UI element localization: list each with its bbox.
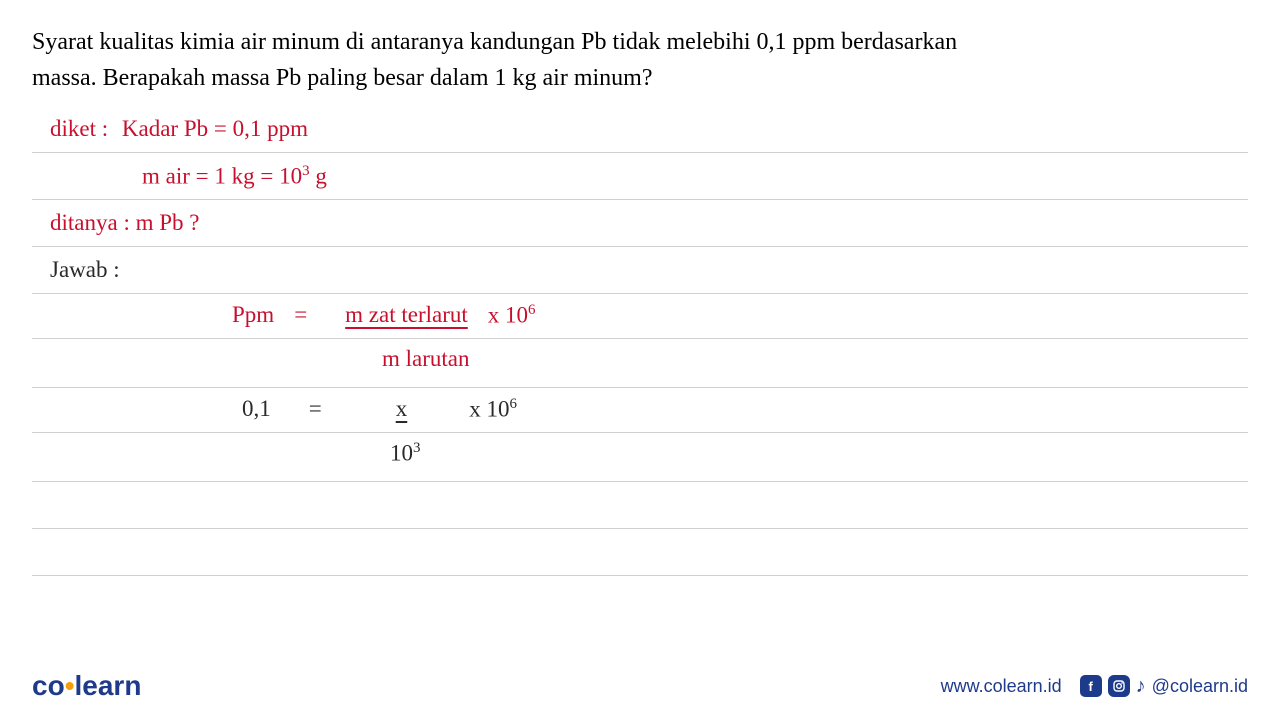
ppm-label: Ppm xyxy=(232,302,274,328)
calc-numerator: x xyxy=(372,396,432,422)
footer-url: www.colearn.id xyxy=(941,676,1062,697)
diket-text: diket : Kadar Pb = 0,1 ppm xyxy=(32,116,308,142)
jawab-text: Jawab : xyxy=(32,257,120,283)
ppm-denominator: m larutan xyxy=(382,346,470,372)
notebook-area: diket : Kadar Pb = 0,1 ppm m air = 1 kg … xyxy=(0,106,1280,576)
logo-dot: • xyxy=(65,670,75,701)
brand-logo: co•learn xyxy=(32,670,141,702)
ppm-numerator: m zat terlarut xyxy=(345,302,468,328)
social-icons: f ♪ @colearn.id xyxy=(1080,675,1248,698)
calc-top: 0,1 = x x 106 xyxy=(242,396,517,423)
footer-right: www.colearn.id f ♪ @colearn.id xyxy=(941,675,1248,698)
work-line-diket: diket : Kadar Pb = 0,1 ppm xyxy=(32,106,1248,153)
empty-line-1 xyxy=(32,482,1248,529)
equals-sign: = xyxy=(294,302,307,328)
work-line-ditanya: ditanya : m Pb ? xyxy=(32,200,1248,247)
calc-lhs: 0,1 xyxy=(242,396,271,422)
question-block: Syarat kualitas kimia air minum di antar… xyxy=(0,0,1280,106)
ppm-formula-block: Ppm = m zat terlarut x 106 m larutan xyxy=(32,294,1248,388)
ppm-multiplier: x 106 xyxy=(488,302,536,329)
footer: co•learn www.colearn.id f ♪ @colearn.id xyxy=(0,670,1280,702)
work-line-jawab: Jawab : xyxy=(32,247,1248,294)
calc-equals: = xyxy=(309,396,322,422)
logo-learn: learn xyxy=(75,670,142,701)
ppm-formula-top: Ppm = m zat terlarut x 106 xyxy=(232,302,536,329)
question-line-1: Syarat kualitas kimia air minum di antar… xyxy=(32,24,1248,60)
calc-formula-block: 0,1 = x x 106 103 xyxy=(32,388,1248,482)
ditanya-text: ditanya : m Pb ? xyxy=(32,210,199,236)
mair-text: m air = 1 kg = 103 g xyxy=(32,163,327,190)
question-line-2: massa. Berapakah massa Pb paling besar d… xyxy=(32,60,1248,96)
calc-multiplier: x 106 xyxy=(469,396,517,423)
work-line-mair: m air = 1 kg = 103 g xyxy=(32,153,1248,200)
tiktok-icon: ♪ xyxy=(1136,675,1146,698)
facebook-icon: f xyxy=(1080,675,1102,697)
social-handle: @colearn.id xyxy=(1152,676,1248,697)
empty-line-2 xyxy=(32,529,1248,576)
calc-denominator: 103 xyxy=(390,440,420,467)
instagram-icon xyxy=(1108,675,1130,697)
logo-co: co xyxy=(32,670,65,701)
